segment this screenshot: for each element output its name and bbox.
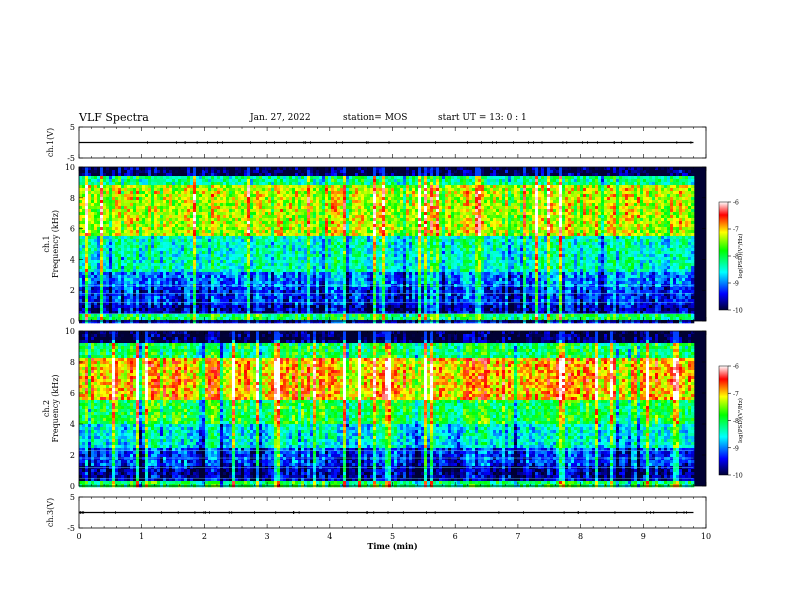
ch2-spectrogram-content bbox=[79, 331, 706, 487]
ch2-spectrogram-colorbar bbox=[719, 366, 728, 475]
ch2-spectrogram-ytick-label: 10 bbox=[65, 327, 75, 336]
ch1-waveform-ytick-label: 5 bbox=[70, 123, 75, 132]
ch2-spectrogram-ytick-label: 8 bbox=[70, 358, 75, 367]
ch3-waveform-ytick-label: 5 bbox=[70, 493, 75, 502]
ch1-spectrogram-ylabel: ch.1 bbox=[42, 235, 51, 252]
ch2-spectrogram-ylabel: Frequency (kHz) bbox=[51, 374, 60, 442]
ch3-waveform-xtick-label: 2 bbox=[202, 532, 207, 541]
ch1-spectrogram-ytick-label: 10 bbox=[65, 163, 75, 172]
ch1-spectrogram-colorbar-tick-label: -6 bbox=[733, 200, 739, 207]
ch2-spectrogram-ylabel: ch.2 bbox=[42, 400, 51, 417]
ch3-waveform-xlabel: Time (min) bbox=[367, 541, 417, 551]
ch1-spectrogram-colorbar bbox=[719, 202, 728, 310]
ch2-spectrogram-colorbar-tick-label: -9 bbox=[733, 445, 739, 452]
ch2-spectrogram-colorbar-tick-label: -7 bbox=[733, 391, 739, 398]
ch1-waveform-content bbox=[79, 141, 693, 144]
ch1-waveform-ytick-label: -5 bbox=[67, 154, 75, 163]
ch1-spectrogram-ytick-label: 8 bbox=[70, 194, 75, 203]
ch3-waveform-xtick-label: 6 bbox=[453, 532, 458, 541]
ch1-spectrogram-ytick-label: 2 bbox=[70, 286, 75, 295]
ch1-spectrogram-ytick-label: 6 bbox=[70, 225, 75, 234]
ch3-waveform-xtick-label: 5 bbox=[390, 532, 395, 541]
ch2-spectrogram-ytick-label: 6 bbox=[70, 389, 75, 398]
ch3-waveform-xtick-label: 4 bbox=[327, 532, 332, 541]
ch3-waveform-xtick-label: 9 bbox=[641, 532, 646, 541]
ch3-waveform-xtick-label: 8 bbox=[578, 532, 583, 541]
ch1-spectrogram-ytick-label: 4 bbox=[70, 255, 75, 264]
ch1-spectrogram-content bbox=[79, 167, 706, 323]
ch3-waveform-xtick-label: 7 bbox=[515, 532, 520, 541]
ch1-spectrogram-colorbar-tick-label: -10 bbox=[733, 308, 743, 315]
ch3-waveform-xtick-label: 0 bbox=[76, 532, 81, 541]
ch2-spectrogram-colorbar-tick-label: -10 bbox=[733, 473, 743, 480]
ch1-spectrogram-colorbar-tick-label: -7 bbox=[733, 227, 739, 234]
ch1-spectrogram-colorbar-tick-label: -9 bbox=[733, 281, 739, 288]
ch3-waveform-xtick-label: 10 bbox=[701, 532, 711, 541]
ch1-spectrogram-colorbar-label: log(PSD)(V²/Hz) bbox=[737, 234, 744, 279]
ch3-waveform-content bbox=[79, 511, 693, 514]
ch3-waveform-ytick-label: -5 bbox=[67, 524, 75, 533]
ch1-waveform-ylabel: ch.1(V) bbox=[46, 128, 55, 157]
ch1-spectrogram-ytick-label: 0 bbox=[70, 317, 75, 326]
ch2-spectrogram-ytick-label: 0 bbox=[70, 482, 75, 491]
ch3-waveform-xtick-label: 1 bbox=[139, 532, 144, 541]
ch3-waveform-ylabel: ch.3(V) bbox=[46, 498, 55, 527]
ch1-spectrogram-cells bbox=[79, 167, 694, 323]
ch2-spectrogram-colorbar-tick-label: -6 bbox=[733, 364, 739, 371]
ch2-spectrogram-cells bbox=[79, 331, 694, 487]
ch1-spectrogram-ylabel: Frequency (kHz) bbox=[51, 210, 60, 278]
ch3-waveform-xtick-label: 3 bbox=[265, 532, 270, 541]
ch2-spectrogram-colorbar-label: log(PSD)(V²/Hz) bbox=[737, 398, 744, 443]
ch2-spectrogram-ytick-label: 2 bbox=[70, 451, 75, 460]
ch2-spectrogram-ytick-label: 4 bbox=[70, 420, 75, 429]
